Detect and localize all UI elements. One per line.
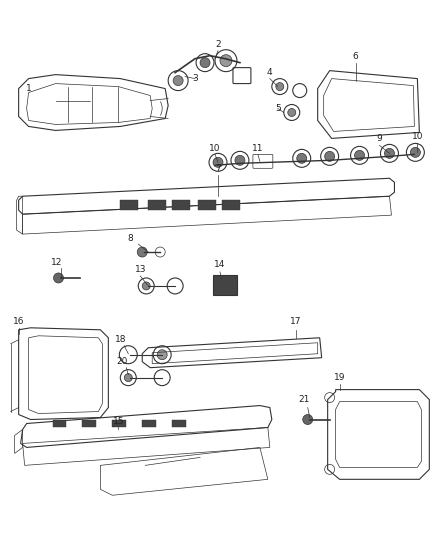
Circle shape — [303, 415, 313, 424]
Circle shape — [220, 55, 232, 67]
Circle shape — [288, 109, 296, 117]
Circle shape — [325, 151, 335, 161]
Circle shape — [124, 374, 132, 382]
Text: 14: 14 — [214, 260, 226, 269]
Circle shape — [385, 148, 395, 158]
Circle shape — [137, 247, 147, 257]
Bar — [148, 200, 166, 210]
Circle shape — [200, 58, 210, 68]
Text: 7: 7 — [215, 164, 221, 173]
Bar — [120, 200, 138, 210]
Circle shape — [213, 157, 223, 167]
Text: 19: 19 — [334, 373, 346, 382]
Circle shape — [235, 155, 245, 165]
Text: 8: 8 — [127, 233, 133, 243]
Text: 10: 10 — [412, 132, 423, 141]
Circle shape — [297, 154, 307, 163]
Text: 11: 11 — [252, 144, 264, 153]
Text: 10: 10 — [209, 144, 221, 153]
Bar — [172, 200, 190, 210]
Bar — [82, 419, 96, 427]
Text: 9: 9 — [377, 134, 382, 143]
Circle shape — [157, 350, 167, 360]
Text: 12: 12 — [51, 257, 62, 266]
Text: 6: 6 — [353, 52, 358, 61]
Bar — [222, 200, 240, 210]
Circle shape — [355, 150, 364, 160]
Bar — [53, 419, 67, 427]
Circle shape — [173, 76, 183, 86]
Text: 2: 2 — [215, 40, 221, 49]
Text: 4: 4 — [267, 68, 272, 77]
Bar — [112, 419, 126, 427]
FancyBboxPatch shape — [213, 275, 237, 295]
Text: 13: 13 — [134, 265, 146, 274]
Text: 21: 21 — [298, 395, 309, 404]
Circle shape — [410, 148, 420, 157]
Circle shape — [276, 83, 284, 91]
Text: 18: 18 — [115, 335, 126, 344]
Text: 3: 3 — [192, 74, 198, 83]
Bar — [142, 419, 156, 427]
Text: 5: 5 — [275, 104, 281, 113]
Text: 17: 17 — [290, 317, 301, 326]
Circle shape — [53, 273, 64, 283]
Bar — [198, 200, 216, 210]
Circle shape — [142, 282, 150, 290]
Text: 16: 16 — [13, 317, 25, 326]
Bar — [172, 419, 186, 427]
Text: 1: 1 — [26, 84, 32, 93]
Text: 15: 15 — [113, 417, 124, 426]
Text: 20: 20 — [117, 357, 128, 366]
